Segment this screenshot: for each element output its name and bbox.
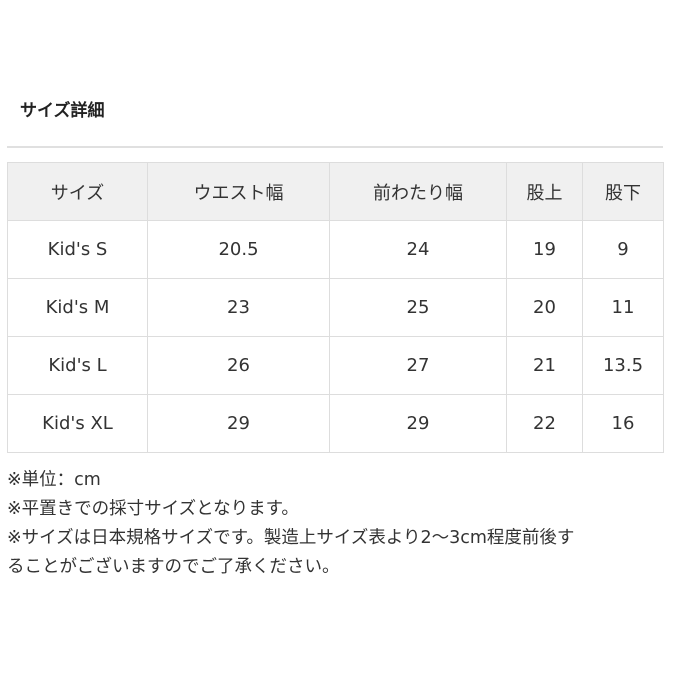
table-row: Kid's M 23 25 20 11	[7, 278, 664, 337]
size-table: サイズ ウエスト幅 前わたり幅 股上 股下 Kid's S 20.5 24 19 9 Ki…	[7, 162, 664, 453]
note-line: ※単位：cm	[7, 470, 101, 490]
section-title: サイズ詳細	[20, 101, 105, 121]
note-line: ※平置きでの採寸サイズとなります。	[7, 499, 299, 519]
table-row: Kid's L 26 27 21 13.5	[7, 336, 664, 395]
table-cell: Kid's XL	[7, 394, 148, 453]
table-cell: 16	[582, 394, 664, 453]
divider	[7, 146, 663, 148]
table-cell: 19	[506, 220, 583, 279]
table-cell: Kid's S	[7, 220, 148, 279]
table-cell: Kid's L	[7, 336, 148, 395]
header-cell: サイズ	[7, 162, 148, 221]
table-cell: 26	[147, 336, 330, 395]
table-cell: 27	[329, 336, 507, 395]
table-cell: 24	[329, 220, 507, 279]
table-cell: 20.5	[147, 220, 330, 279]
header-cell: 前わたり幅	[329, 162, 507, 221]
table-cell: 20	[506, 278, 583, 337]
table-header-row: サイズ ウエスト幅 前わたり幅 股上 股下	[7, 162, 664, 221]
table-cell: 29	[147, 394, 330, 453]
table-cell: 29	[329, 394, 507, 453]
table-row: Kid's XL 29 29 22 16	[7, 394, 664, 453]
header-cell: 股上	[506, 162, 583, 221]
table-cell: 25	[329, 278, 507, 337]
header-cell: 股下	[582, 162, 664, 221]
note-line: ※サイズは日本規格サイズです。製造上サイズ表より2～3cm程度前後す	[7, 528, 575, 548]
table-cell: Kid's M	[7, 278, 148, 337]
table-cell: 22	[506, 394, 583, 453]
table-row: Kid's S 20.5 24 19 9	[7, 220, 664, 279]
header-cell: ウエスト幅	[147, 162, 330, 221]
notes: ※単位：cm ※平置きでの採寸サイズとなります。 ※サイズは日本規格サイズです。…	[7, 466, 574, 582]
table-cell: 21	[506, 336, 583, 395]
table-cell: 9	[582, 220, 664, 279]
table-cell: 13.5	[582, 336, 664, 395]
note-line: ることがございますのでご了承ください。	[7, 557, 340, 577]
table-cell: 11	[582, 278, 664, 337]
table-cell: 23	[147, 278, 330, 337]
